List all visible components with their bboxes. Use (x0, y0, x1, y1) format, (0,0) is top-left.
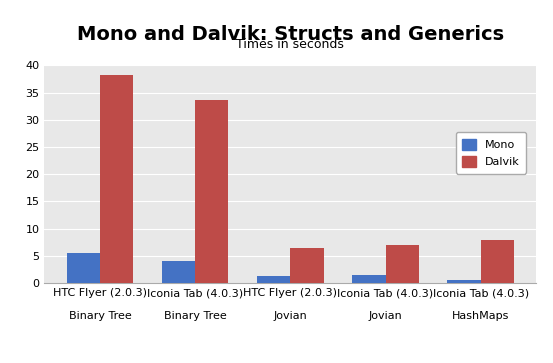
Bar (447, 281, 481, 283)
Bar (257, 276, 290, 283)
Bar (162, 261, 195, 283)
Bar (352, 275, 385, 283)
Bar (195, 100, 228, 283)
Text: Times in seconds: Times in seconds (236, 38, 345, 51)
Legend: Mono, Dalvik: Mono, Dalvik (456, 132, 526, 174)
Bar (66, 253, 100, 283)
Bar (290, 248, 324, 283)
Bar (100, 75, 133, 283)
Bar (385, 245, 419, 283)
Title: Mono and Dalvik: Structs and Generics: Mono and Dalvik: Structs and Generics (77, 25, 504, 44)
Bar (481, 240, 514, 283)
